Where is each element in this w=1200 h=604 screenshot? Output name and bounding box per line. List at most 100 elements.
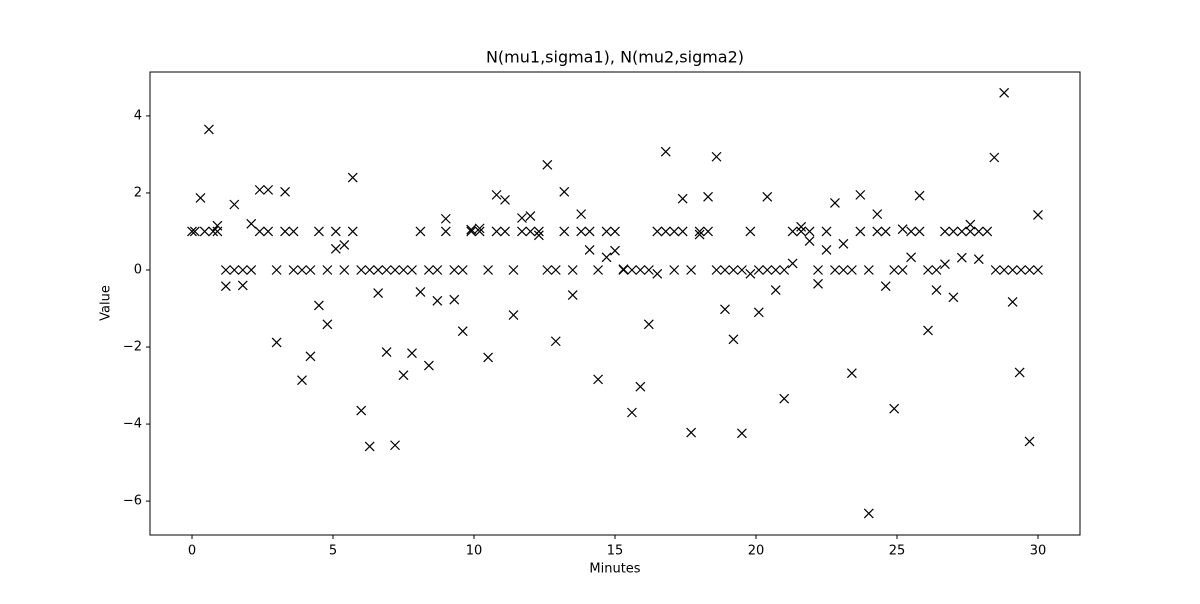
point xyxy=(237,265,248,275)
y-tick-label: −4 xyxy=(123,417,142,432)
point xyxy=(863,265,874,275)
point xyxy=(720,304,730,315)
point xyxy=(999,87,1010,98)
point xyxy=(305,351,316,362)
point xyxy=(1016,265,1026,275)
point xyxy=(364,441,375,452)
point xyxy=(423,360,434,371)
point xyxy=(449,265,460,275)
point xyxy=(796,221,807,232)
point xyxy=(914,190,925,201)
point xyxy=(271,337,282,348)
x-tick-label: 5 xyxy=(329,544,337,559)
point xyxy=(956,252,967,263)
point xyxy=(542,265,553,275)
point xyxy=(880,226,891,237)
point xyxy=(973,254,984,265)
point xyxy=(1007,297,1018,307)
point xyxy=(297,375,307,386)
point xyxy=(584,226,595,237)
point xyxy=(804,236,815,247)
point xyxy=(576,226,587,237)
point xyxy=(474,223,485,234)
point xyxy=(559,226,570,237)
point xyxy=(432,265,443,275)
point xyxy=(804,226,815,237)
point xyxy=(237,280,248,291)
point xyxy=(770,265,781,275)
point xyxy=(347,172,358,183)
point xyxy=(550,336,561,347)
point xyxy=(246,218,257,229)
point xyxy=(533,226,544,237)
point xyxy=(407,348,417,359)
point xyxy=(931,285,942,295)
y-tick-label: 2 xyxy=(134,185,142,200)
point xyxy=(669,265,680,275)
point xyxy=(212,226,223,237)
point xyxy=(618,265,629,275)
point xyxy=(466,224,477,235)
point xyxy=(508,310,519,320)
point xyxy=(525,211,536,221)
point xyxy=(373,288,384,299)
point xyxy=(660,226,671,237)
point xyxy=(923,265,933,275)
point xyxy=(483,352,494,363)
point xyxy=(593,265,604,275)
point xyxy=(187,226,197,237)
point xyxy=(542,159,553,170)
point xyxy=(635,265,646,275)
point xyxy=(381,347,392,357)
point xyxy=(466,226,477,237)
point xyxy=(660,146,671,157)
point xyxy=(762,191,773,202)
point xyxy=(779,393,790,404)
point xyxy=(863,508,874,519)
point xyxy=(830,198,840,208)
point xyxy=(770,285,781,295)
point xyxy=(533,230,544,241)
point xyxy=(1024,436,1035,447)
point xyxy=(821,226,832,237)
point xyxy=(1033,209,1043,220)
point xyxy=(855,226,866,237)
point xyxy=(728,334,739,345)
point xyxy=(889,265,900,275)
point xyxy=(686,265,697,275)
point xyxy=(880,281,891,292)
point xyxy=(567,265,578,275)
point xyxy=(813,265,823,275)
point xyxy=(364,265,375,275)
point xyxy=(711,265,722,275)
point xyxy=(796,226,807,237)
point xyxy=(347,226,358,237)
point xyxy=(914,226,925,237)
point xyxy=(643,319,654,330)
point xyxy=(288,226,299,237)
point xyxy=(584,245,595,255)
point xyxy=(686,427,697,438)
point xyxy=(830,265,840,275)
point xyxy=(787,226,798,237)
point xyxy=(297,265,307,275)
point xyxy=(288,265,299,275)
point xyxy=(965,226,976,237)
point xyxy=(500,194,510,205)
point xyxy=(897,265,908,275)
point xyxy=(982,226,993,237)
point xyxy=(601,252,612,263)
point xyxy=(195,193,206,203)
point xyxy=(838,238,849,249)
point xyxy=(567,290,578,300)
point xyxy=(440,213,451,224)
point xyxy=(491,189,502,200)
point xyxy=(779,265,790,275)
point xyxy=(973,226,984,237)
x-tick-label: 20 xyxy=(748,544,765,559)
point xyxy=(330,226,341,237)
point xyxy=(872,226,883,237)
point xyxy=(813,278,823,289)
point xyxy=(491,226,502,237)
